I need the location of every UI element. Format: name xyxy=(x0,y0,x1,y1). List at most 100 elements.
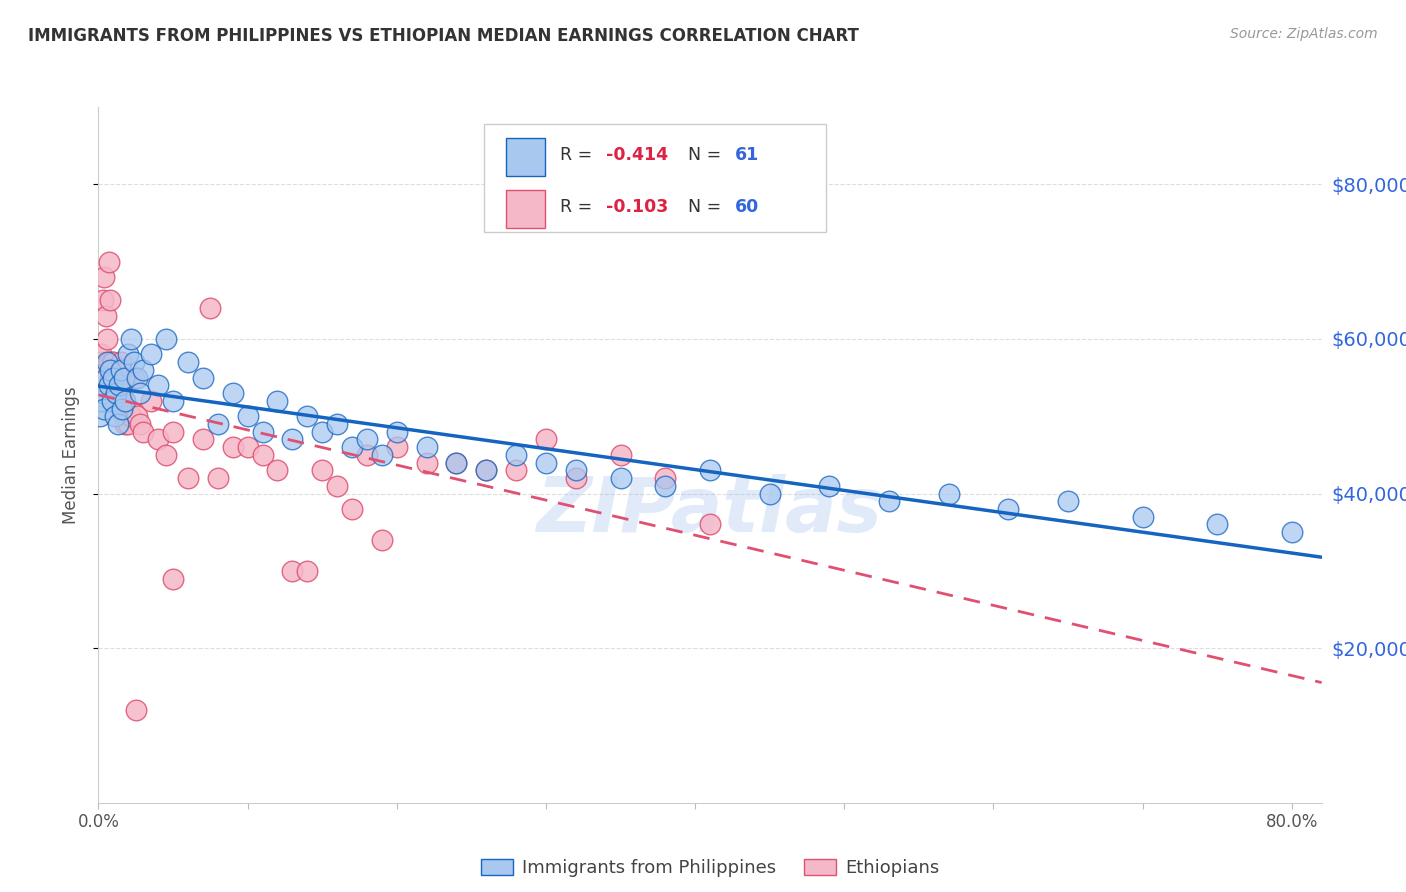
Point xyxy=(114,417,136,431)
Point xyxy=(120,409,142,424)
Point xyxy=(191,370,214,384)
Point xyxy=(758,486,780,500)
Point xyxy=(281,564,304,578)
Point xyxy=(236,409,259,424)
Point xyxy=(122,355,145,369)
Point xyxy=(110,355,132,369)
Point xyxy=(565,471,588,485)
Point xyxy=(91,386,114,401)
Point xyxy=(96,332,118,346)
Point xyxy=(1281,525,1303,540)
FancyBboxPatch shape xyxy=(506,190,546,228)
Point xyxy=(252,425,274,439)
Point xyxy=(90,347,112,361)
Point xyxy=(107,417,129,431)
Point xyxy=(146,433,169,447)
Text: 61: 61 xyxy=(734,146,759,164)
Point xyxy=(1206,517,1229,532)
Point xyxy=(356,433,378,447)
Point xyxy=(127,370,149,384)
Point xyxy=(177,355,200,369)
Point xyxy=(534,456,557,470)
Text: IMMIGRANTS FROM PHILIPPINES VS ETHIOPIAN MEDIAN EARNINGS CORRELATION CHART: IMMIGRANTS FROM PHILIPPINES VS ETHIOPIAN… xyxy=(28,27,859,45)
Point xyxy=(93,270,115,285)
Point xyxy=(191,433,214,447)
Point xyxy=(93,401,115,416)
Text: N =: N = xyxy=(688,198,727,216)
Point xyxy=(129,386,152,401)
Point xyxy=(96,355,118,369)
Point xyxy=(112,409,135,424)
Point xyxy=(94,370,117,384)
Point xyxy=(101,393,124,408)
Point xyxy=(97,355,120,369)
Point xyxy=(112,370,135,384)
Point xyxy=(115,370,138,384)
Point xyxy=(297,564,319,578)
Point xyxy=(139,393,162,408)
Point xyxy=(162,393,184,408)
Legend: Immigrants from Philippines, Ethiopians: Immigrants from Philippines, Ethiopians xyxy=(474,852,946,884)
Point xyxy=(162,572,184,586)
Point xyxy=(818,479,841,493)
Point xyxy=(101,355,124,369)
Point xyxy=(105,386,128,401)
Text: R =: R = xyxy=(560,198,598,216)
Text: R =: R = xyxy=(560,146,598,164)
Point xyxy=(129,417,152,431)
Point xyxy=(91,293,114,308)
Point xyxy=(132,425,155,439)
Point xyxy=(565,463,588,477)
Point xyxy=(475,463,498,477)
Point xyxy=(654,471,676,485)
Point xyxy=(699,463,721,477)
Point xyxy=(938,486,960,500)
Point xyxy=(311,463,333,477)
Point xyxy=(114,393,136,408)
Point xyxy=(162,425,184,439)
Text: N =: N = xyxy=(688,146,727,164)
Point xyxy=(326,417,349,431)
Point xyxy=(104,409,127,424)
Point xyxy=(385,425,408,439)
Point xyxy=(505,448,527,462)
Point xyxy=(415,456,437,470)
Point xyxy=(108,378,131,392)
Point xyxy=(207,471,229,485)
Point xyxy=(155,332,177,346)
Point xyxy=(340,502,363,516)
Point xyxy=(446,456,468,470)
Point xyxy=(385,440,408,454)
Text: ZIPatlas: ZIPatlas xyxy=(537,474,883,548)
Point xyxy=(252,448,274,462)
Point xyxy=(94,309,117,323)
Point xyxy=(98,370,121,384)
Point xyxy=(475,463,498,477)
FancyBboxPatch shape xyxy=(506,138,546,177)
Point xyxy=(122,370,145,384)
Point xyxy=(997,502,1019,516)
Text: Source: ZipAtlas.com: Source: ZipAtlas.com xyxy=(1230,27,1378,41)
Point xyxy=(236,440,259,454)
Point xyxy=(200,301,222,315)
Point xyxy=(104,386,127,401)
Point xyxy=(108,370,131,384)
Point xyxy=(1057,494,1080,508)
Text: -0.103: -0.103 xyxy=(606,198,668,216)
Point xyxy=(415,440,437,454)
Point xyxy=(371,448,394,462)
Point xyxy=(125,703,148,717)
Point xyxy=(98,363,121,377)
Point xyxy=(155,448,177,462)
Point xyxy=(111,401,134,416)
Point xyxy=(97,254,120,268)
Point xyxy=(111,386,134,401)
Point xyxy=(266,463,288,477)
Point xyxy=(127,409,149,424)
FancyBboxPatch shape xyxy=(484,124,827,232)
Point xyxy=(297,409,319,424)
Point xyxy=(105,363,128,377)
Y-axis label: Median Earnings: Median Earnings xyxy=(62,386,80,524)
Point xyxy=(356,448,378,462)
Point xyxy=(505,463,527,477)
